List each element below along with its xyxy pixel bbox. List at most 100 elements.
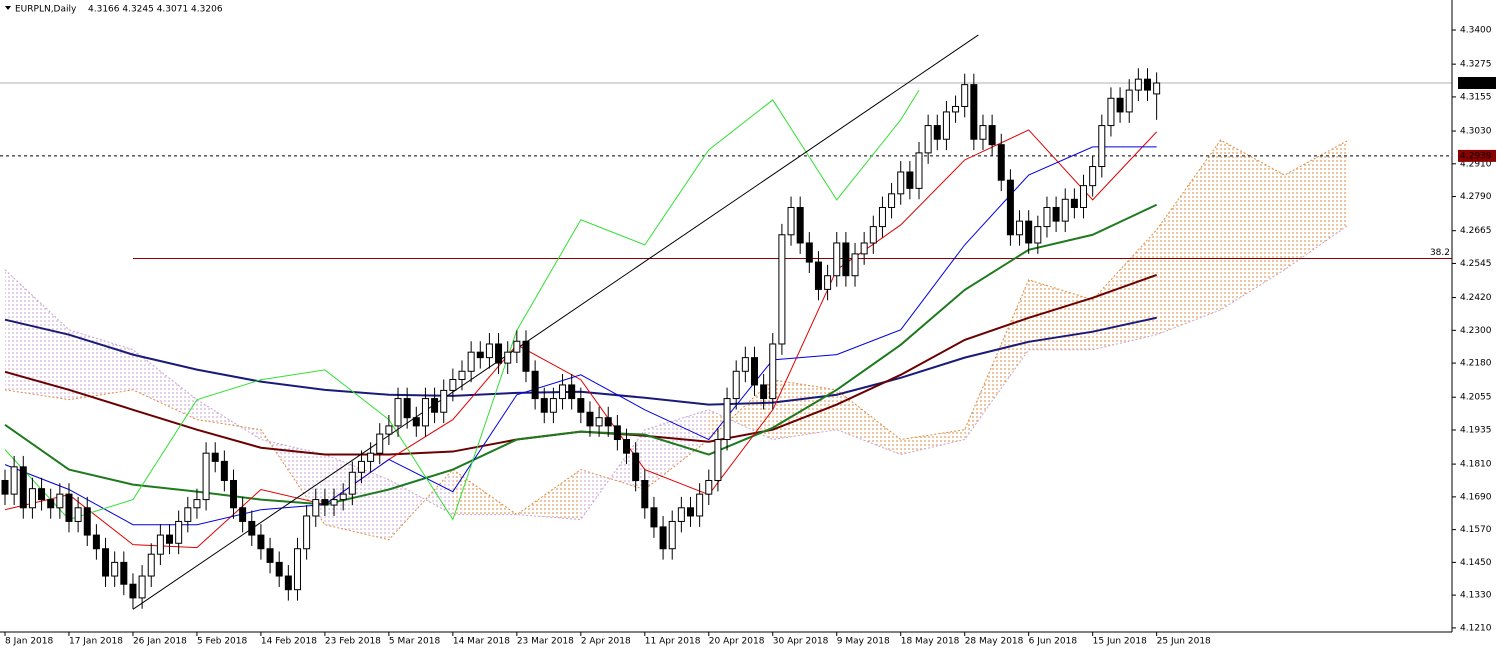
x-tick-label: 18 May 2018 [901, 637, 960, 647]
candle-body [440, 389, 448, 413]
cloud-span [4, 224, 1349, 521]
y-tick-label: 4.1210 [1460, 623, 1492, 633]
x-tick-label: 20 Apr 2018 [709, 637, 765, 647]
candle-body [19, 466, 27, 509]
indicator-line [132, 34, 979, 610]
candle-body [677, 507, 685, 522]
x-tick-label: 26 Jan 2018 [133, 637, 187, 647]
y-tick-label: 4.2055 [1460, 393, 1492, 403]
candle-body [385, 425, 393, 435]
candle-body [65, 493, 73, 522]
candle-body [1134, 78, 1142, 91]
candle-body [321, 499, 329, 506]
price-tag-label: 4.3206 [1460, 78, 1492, 88]
candle-body [74, 507, 82, 522]
candle-body [28, 488, 36, 509]
candle-body [522, 340, 530, 372]
candle-body [833, 242, 841, 277]
cloud-fill [836, 389, 901, 455]
candle-body [741, 357, 749, 372]
cloud-fill [1028, 279, 1093, 350]
indicator-line [4, 89, 920, 521]
cloud-fill [1156, 140, 1221, 335]
candle-body [431, 398, 439, 413]
candle-body [376, 433, 384, 454]
candle-body [933, 125, 941, 140]
x-tick-label: 23 Feb 2018 [325, 637, 381, 647]
candle-body [394, 398, 402, 427]
candle-body [1116, 97, 1124, 113]
candle-body [1089, 166, 1097, 187]
candle-body [239, 507, 247, 522]
candle-body [942, 111, 950, 140]
candle-body [559, 384, 567, 400]
candle-body [458, 370, 466, 380]
x-tick-label: 17 Jan 2018 [69, 637, 123, 647]
candle-body [623, 439, 631, 454]
y-tick-label: 4.1330 [1460, 591, 1492, 601]
candle-body [357, 460, 365, 473]
candle-body [230, 479, 237, 509]
x-tick-label: 5 Mar 2018 [389, 637, 441, 647]
candle-body [878, 206, 886, 228]
candle-body [485, 343, 493, 359]
symbol: EURPLN,Daily [15, 5, 77, 15]
candle-body [595, 417, 603, 427]
candle-body [805, 242, 813, 263]
candle-body [184, 507, 192, 522]
y-tick-label: 4.2665 [1460, 226, 1492, 236]
y-tick-label: 4.2180 [1460, 359, 1492, 369]
candle-body [760, 384, 768, 400]
candle-body [38, 488, 46, 501]
y-tick-label: 4.3030 [1460, 127, 1492, 137]
candle-body [1043, 206, 1051, 228]
candle-body [778, 234, 786, 345]
candle-body [732, 370, 740, 400]
candle-body [339, 493, 347, 501]
candle-body [1107, 97, 1115, 127]
y-tick-label: 4.2420 [1460, 293, 1492, 303]
y-tick-label: 4.3400 [1460, 26, 1492, 36]
price-tag [1458, 76, 1496, 89]
x-tick-label: 23 Mar 2018 [517, 637, 574, 647]
candle-body [1016, 220, 1024, 236]
y-tick-label: 4.2790 [1460, 192, 1492, 202]
candle-body [860, 242, 868, 255]
candle-body [275, 561, 283, 577]
candle-body [961, 84, 969, 107]
candle-body [1025, 220, 1033, 244]
candle-body [632, 452, 640, 481]
candle-body [1153, 82, 1161, 95]
cloud-fill [644, 409, 709, 490]
candle-body [970, 84, 978, 140]
price-tag [1458, 149, 1496, 162]
x-tick-label: 9 May 2018 [837, 637, 890, 647]
candle-body [56, 493, 64, 509]
candle-body [129, 583, 137, 599]
candle-body [750, 357, 758, 386]
candle-body [979, 125, 987, 140]
candle-body [787, 206, 795, 236]
y-tick-label: 4.3155 [1460, 92, 1492, 102]
candle-body [997, 144, 1005, 181]
candle-body [202, 452, 210, 501]
candle-body [330, 499, 338, 506]
candle-body [988, 125, 996, 146]
y-tick-label: 4.1935 [1460, 425, 1492, 435]
candle-body [540, 398, 548, 413]
cloud-fill [68, 329, 133, 400]
x-tick-label: 5 Feb 2018 [197, 637, 248, 647]
candle-body [83, 507, 91, 536]
candle-body [166, 534, 174, 544]
candle-body [111, 561, 119, 577]
candle-body [293, 548, 301, 591]
x-tick-label: 11 Apr 2018 [645, 637, 701, 647]
candle-body [613, 425, 621, 441]
candle-body [650, 507, 658, 528]
x-tick-label: 30 Apr 2018 [773, 637, 829, 647]
cloud-fill [5, 269, 69, 400]
candle-body [769, 343, 777, 400]
price-tag-label: 4.2939 [1460, 151, 1492, 161]
